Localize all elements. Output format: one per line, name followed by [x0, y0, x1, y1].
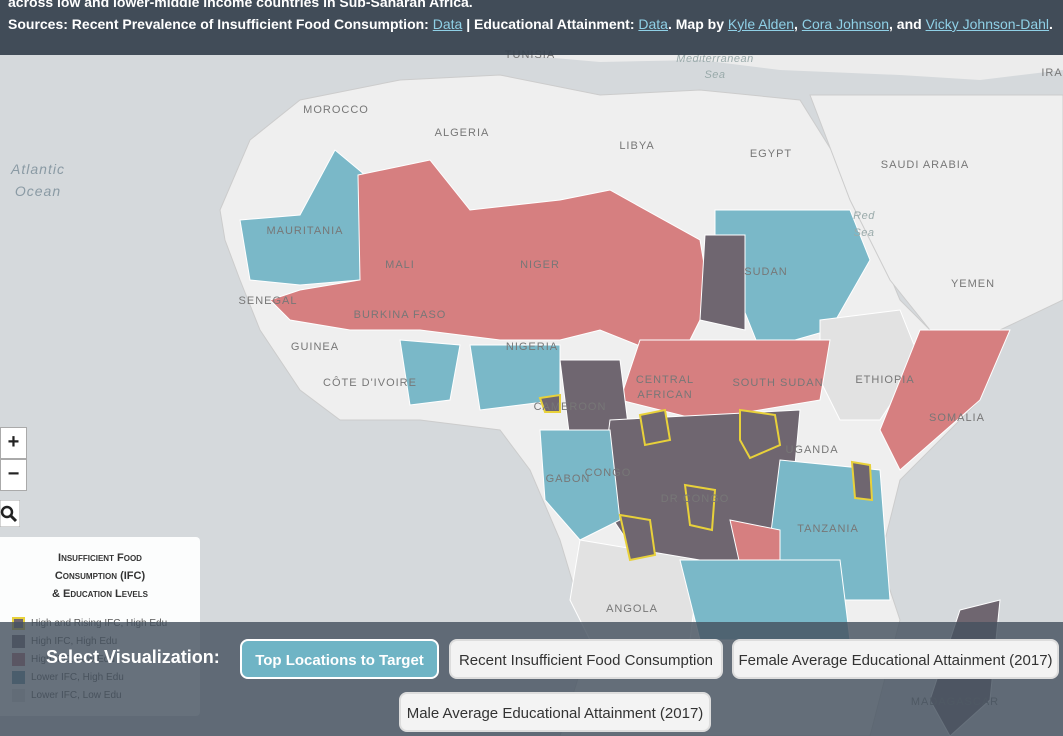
target-outline	[638, 408, 672, 447]
viz-button[interactable]: Female Average Educational Attainment (2…	[732, 639, 1059, 679]
map-label: EGYPT	[750, 148, 792, 160]
text: Insufficient Food	[58, 552, 142, 564]
map-label: Sea	[853, 227, 874, 239]
text: .	[1049, 16, 1053, 32]
map-label: MALI	[385, 259, 415, 271]
region-high-low	[879, 329, 1011, 471]
map-label: Mediterranean	[676, 53, 753, 65]
text: Sources: Recent Prevalence of Insufficie…	[8, 16, 433, 32]
viz-button[interactable]: Top Locations to Target	[240, 639, 439, 679]
map-label: ALGERIA	[435, 127, 490, 139]
selector-label: Select Visualization:	[46, 647, 220, 667]
region-high-high	[699, 234, 746, 331]
search-button[interactable]	[0, 500, 20, 527]
map-label: SAUDI ARABIA	[881, 159, 969, 171]
map-label: NIGERIA	[506, 341, 558, 353]
map-label: YEMEN	[951, 278, 995, 290]
viz-button[interactable]: Recent Insufficient Food Consumption	[449, 639, 723, 679]
target-outline	[683, 483, 717, 532]
map-label: MOROCCO	[303, 104, 369, 116]
map-label: Red	[853, 210, 875, 222]
map-label: NIGER	[520, 259, 560, 271]
search-icon	[0, 505, 14, 519]
map-label: IRA	[1041, 67, 1062, 79]
target-outline	[850, 460, 874, 502]
viz-button[interactable]: Male Average Educational Attainment (201…	[399, 692, 711, 732]
map-label: CAMEROON	[534, 401, 607, 413]
map-label: CÔTE D'IVOIRE	[323, 376, 417, 389]
text: ,	[794, 16, 802, 32]
map-label: TANZANIA	[797, 523, 859, 535]
map-label: UGANDA	[785, 444, 838, 456]
header: across low and lower-middle income count…	[0, 0, 1063, 55]
search-icon	[9, 514, 18, 523]
legend-title: Insufficient Food Consumption (IFC) & Educ…	[0, 549, 200, 603]
map-label: AFRICAN	[637, 389, 692, 401]
map-label: GUINEA	[291, 341, 339, 353]
sources: Sources: Recent Prevalence of Insufficie…	[8, 16, 1053, 32]
map-label: SOMALIA	[929, 412, 985, 424]
map-label: BURKINA FASO	[354, 309, 447, 321]
text: , and	[889, 16, 926, 32]
region-lower-high	[539, 429, 621, 541]
map-label: ETHIOPIA	[855, 374, 914, 386]
map-label: LIBYA	[619, 140, 654, 152]
map-label: CENTRAL	[636, 374, 694, 386]
text: | Educational Attainment:	[462, 16, 639, 32]
text: Consumption (IFC)	[54, 570, 146, 582]
link[interactable]: Data	[432, 16, 463, 32]
map-label: SUDAN	[744, 266, 788, 278]
map-label: Ocean	[15, 183, 61, 199]
map-label: ANGOLA	[606, 603, 658, 615]
map-label: Sea	[704, 69, 725, 81]
zoom-in[interactable]: +	[0, 427, 27, 459]
link[interactable]: Vicky Johnson-Dahl	[925, 16, 1050, 32]
map-label: CONGO	[585, 467, 632, 479]
region-high-low	[269, 159, 711, 351]
map-label: MAURITANIA	[266, 225, 343, 237]
intro-text: across low and lower-middle income count…	[8, 0, 473, 10]
map-label: DR CONGO	[661, 493, 730, 505]
map-label: GABON	[546, 473, 591, 485]
map-label: SENEGAL	[239, 295, 298, 307]
region-lower-high	[399, 339, 461, 406]
map-label: SOUTH SUDAN	[732, 377, 823, 389]
text: & Education Levels	[52, 588, 148, 600]
target-outline	[618, 513, 657, 562]
link[interactable]: Kyle Alden	[727, 16, 795, 32]
target-outline	[538, 393, 561, 413]
zoom-out[interactable]: −	[0, 459, 27, 491]
target-outline	[739, 408, 782, 460]
link[interactable]: Data	[638, 16, 668, 32]
visualization-selector: Select Visualization: Top Locations to T…	[0, 622, 1063, 736]
text: . Map by	[667, 16, 728, 32]
europe-land	[300, 55, 1063, 80]
map-label: Atlantic	[10, 161, 65, 177]
link[interactable]: Cora Johnson	[801, 16, 889, 32]
